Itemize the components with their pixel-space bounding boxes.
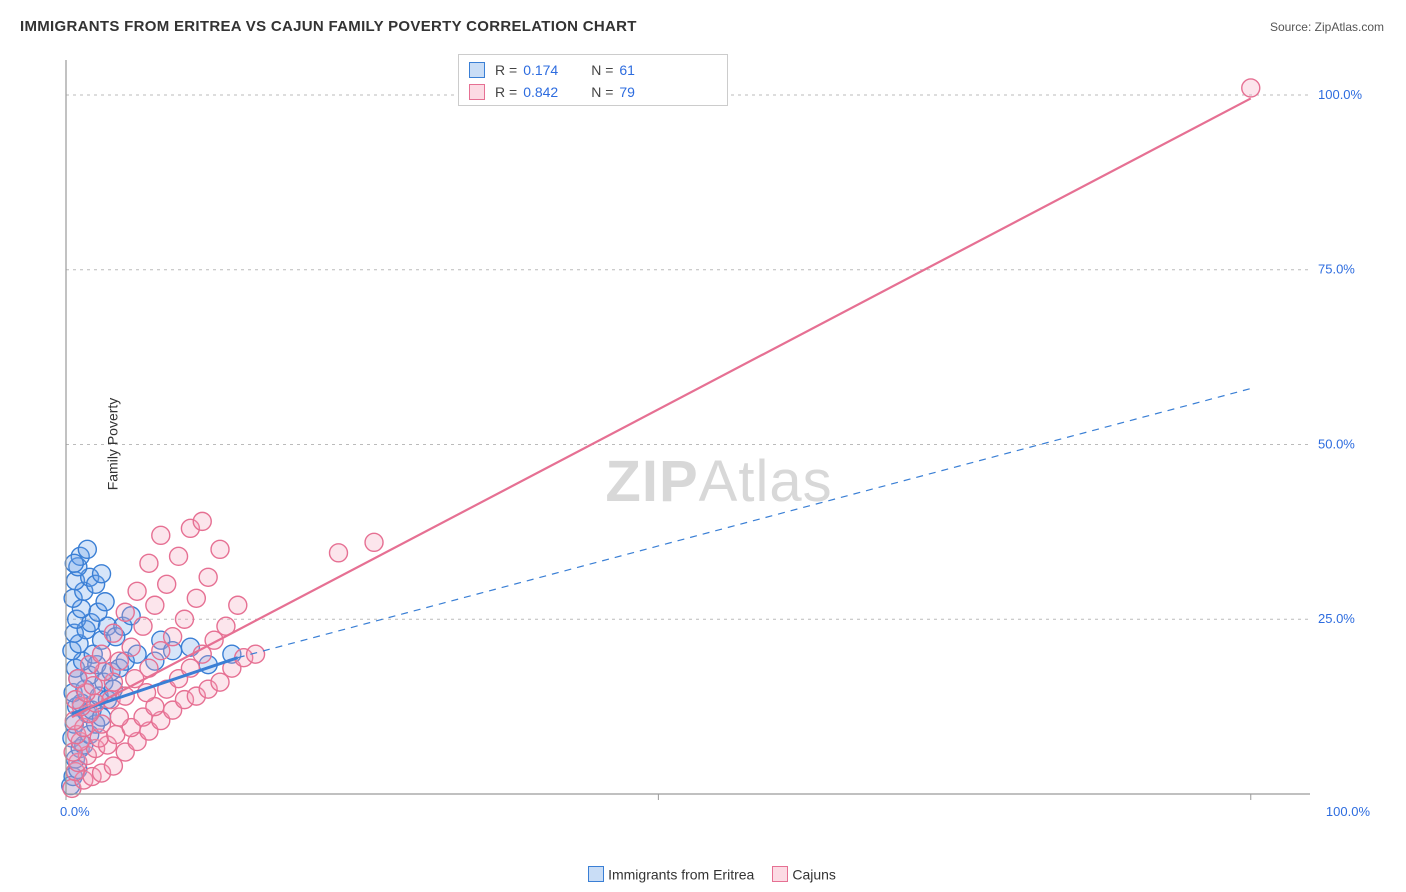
- source-attribution: Source: ZipAtlas.com: [1270, 20, 1384, 34]
- scatter-plot-svg: 25.0% 50.0% 75.0% 100.0% 0.0% 100.0%: [54, 48, 1384, 840]
- scatter-point: [110, 708, 128, 726]
- scatter-point: [365, 533, 383, 551]
- scatter-point: [78, 540, 96, 558]
- svg-text:0.0%: 0.0%: [60, 804, 90, 819]
- legend-label: Cajuns: [792, 866, 836, 882]
- series-legend: Immigrants from Eritrea Cajuns: [0, 865, 1406, 882]
- r-symbol: R =: [495, 84, 517, 100]
- legend-swatch: [469, 84, 485, 100]
- scatter-point: [187, 589, 205, 607]
- plot-container: Family Poverty ZIPAtlas 25.0%50.0%75.0%1…: [54, 48, 1384, 840]
- scatter-point: [329, 544, 347, 562]
- legend-swatch: [469, 62, 485, 78]
- legend-swatch: [588, 866, 604, 882]
- r-symbol: R =: [495, 62, 517, 78]
- n-symbol: N =: [591, 84, 613, 100]
- scatter-point: [93, 645, 111, 663]
- r-value: 0.842: [523, 84, 573, 100]
- chart-title: IMMIGRANTS FROM ERITREA VS CAJUN FAMILY …: [20, 18, 637, 35]
- legend-label: Immigrants from Eritrea: [608, 866, 754, 882]
- scatter-point: [116, 603, 134, 621]
- scatter-point: [1242, 79, 1260, 97]
- r-value: 0.174: [523, 62, 573, 78]
- correlation-legend-row: R = 0.174 N = 61: [469, 59, 717, 81]
- scatter-point: [122, 638, 140, 656]
- svg-text:100.0%: 100.0%: [1318, 87, 1363, 102]
- scatter-point: [158, 575, 176, 593]
- n-value: 61: [619, 62, 669, 78]
- scatter-point: [65, 554, 83, 572]
- svg-text:75.0%: 75.0%: [1318, 262, 1355, 277]
- scatter-point: [247, 645, 265, 663]
- svg-text:100.0%: 100.0%: [1326, 804, 1371, 819]
- regression-line-solid: [72, 98, 1251, 717]
- scatter-point: [193, 512, 211, 530]
- legend-swatch: [772, 866, 788, 882]
- y-axis-label: Family Poverty: [104, 398, 120, 491]
- scatter-point: [96, 593, 114, 611]
- n-symbol: N =: [591, 62, 613, 78]
- scatter-point: [170, 547, 188, 565]
- scatter-point: [175, 610, 193, 628]
- scatter-point: [93, 565, 111, 583]
- svg-text:50.0%: 50.0%: [1318, 436, 1355, 451]
- scatter-point: [140, 554, 158, 572]
- scatter-point: [164, 628, 182, 646]
- correlation-legend: R = 0.174 N = 61 R = 0.842 N = 79: [458, 54, 728, 106]
- scatter-point: [104, 624, 122, 642]
- scatter-point: [152, 526, 170, 544]
- scatter-point: [146, 596, 164, 614]
- regression-line-dashed: [238, 389, 1251, 658]
- n-value: 79: [619, 84, 669, 100]
- scatter-point: [199, 568, 217, 586]
- svg-text:25.0%: 25.0%: [1318, 611, 1355, 626]
- scatter-point: [229, 596, 247, 614]
- scatter-point: [128, 582, 146, 600]
- correlation-legend-row: R = 0.842 N = 79: [469, 81, 717, 103]
- scatter-point: [211, 540, 229, 558]
- scatter-point: [134, 617, 152, 635]
